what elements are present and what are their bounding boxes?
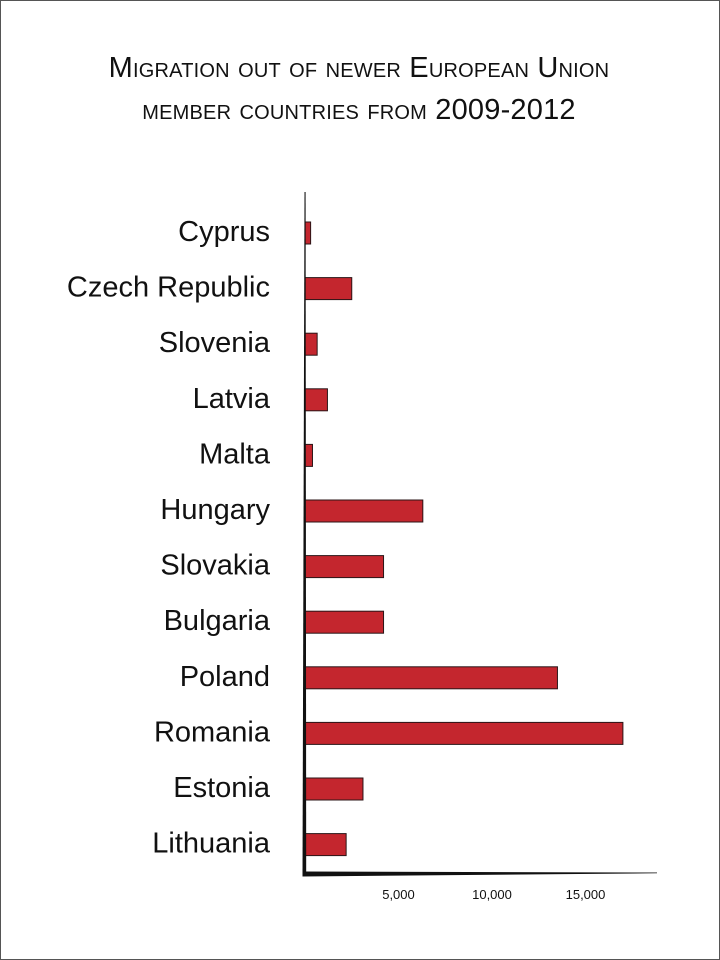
- category-label-slovenia: Slovenia: [159, 327, 271, 359]
- bar-bulgaria: [304, 610, 385, 634]
- bar-slovenia: [304, 332, 318, 356]
- category-label-romania: Romania: [154, 716, 271, 748]
- category-label-czech-republic: Czech Republic: [67, 272, 270, 304]
- bar-slovakia: [304, 555, 385, 579]
- bar-hungary: [304, 499, 424, 523]
- chart-title-line1-text: Migration out of newer European Union: [108, 52, 610, 84]
- bar-estonia: [304, 777, 364, 801]
- axes: 5,000 10,000 15,000: [302, 192, 657, 902]
- category-label-estonia: Estonia: [173, 772, 271, 804]
- x-tick-label: 5,000: [382, 887, 415, 902]
- chart-title-line1: Migration out of newer European Union: [0, 52, 718, 85]
- category-label-latvia: Latvia: [193, 383, 271, 415]
- category-label-hungary: Hungary: [160, 494, 270, 526]
- x-axis-line: [302, 871, 657, 877]
- bar-czech-republic: [304, 277, 353, 301]
- y-axis-line: [302, 192, 307, 874]
- bar-romania: [304, 721, 624, 745]
- category-labels: Cyprus Czech Republic Slovenia Latvia Malta H…: [67, 216, 271, 860]
- bar-malta: [304, 443, 313, 467]
- category-label-lithuania: Lithuania: [152, 828, 271, 860]
- category-label-poland: Poland: [180, 661, 270, 693]
- category-label-cyprus: Cyprus: [178, 216, 270, 248]
- chart-title-line2: member countries from 2009-2012: [0, 94, 718, 127]
- category-label-malta: Malta: [199, 438, 271, 470]
- x-tick-label: 10,000: [472, 887, 512, 902]
- bar-latvia: [304, 388, 328, 412]
- bar-poland: [304, 666, 558, 690]
- chart-title-line2-years: 2009-2012: [435, 94, 576, 126]
- category-label-slovakia: Slovakia: [160, 550, 270, 582]
- x-tick-label: 15,000: [566, 887, 606, 902]
- chart-title-line2-prefix: member countries from: [142, 94, 427, 126]
- category-label-bulgaria: Bulgaria: [164, 605, 271, 637]
- bar-cyprus: [304, 221, 312, 245]
- bars-layer: [304, 221, 624, 857]
- bar-lithuania: [304, 833, 347, 857]
